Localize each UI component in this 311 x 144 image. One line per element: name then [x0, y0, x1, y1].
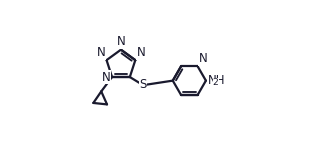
Text: 2: 2 — [213, 78, 219, 87]
Text: S: S — [139, 78, 146, 91]
Text: N: N — [199, 52, 207, 65]
Text: N: N — [137, 46, 145, 59]
Text: NH: NH — [208, 74, 225, 87]
Text: N: N — [117, 35, 125, 48]
Text: N: N — [97, 46, 105, 59]
Text: N: N — [102, 71, 111, 84]
